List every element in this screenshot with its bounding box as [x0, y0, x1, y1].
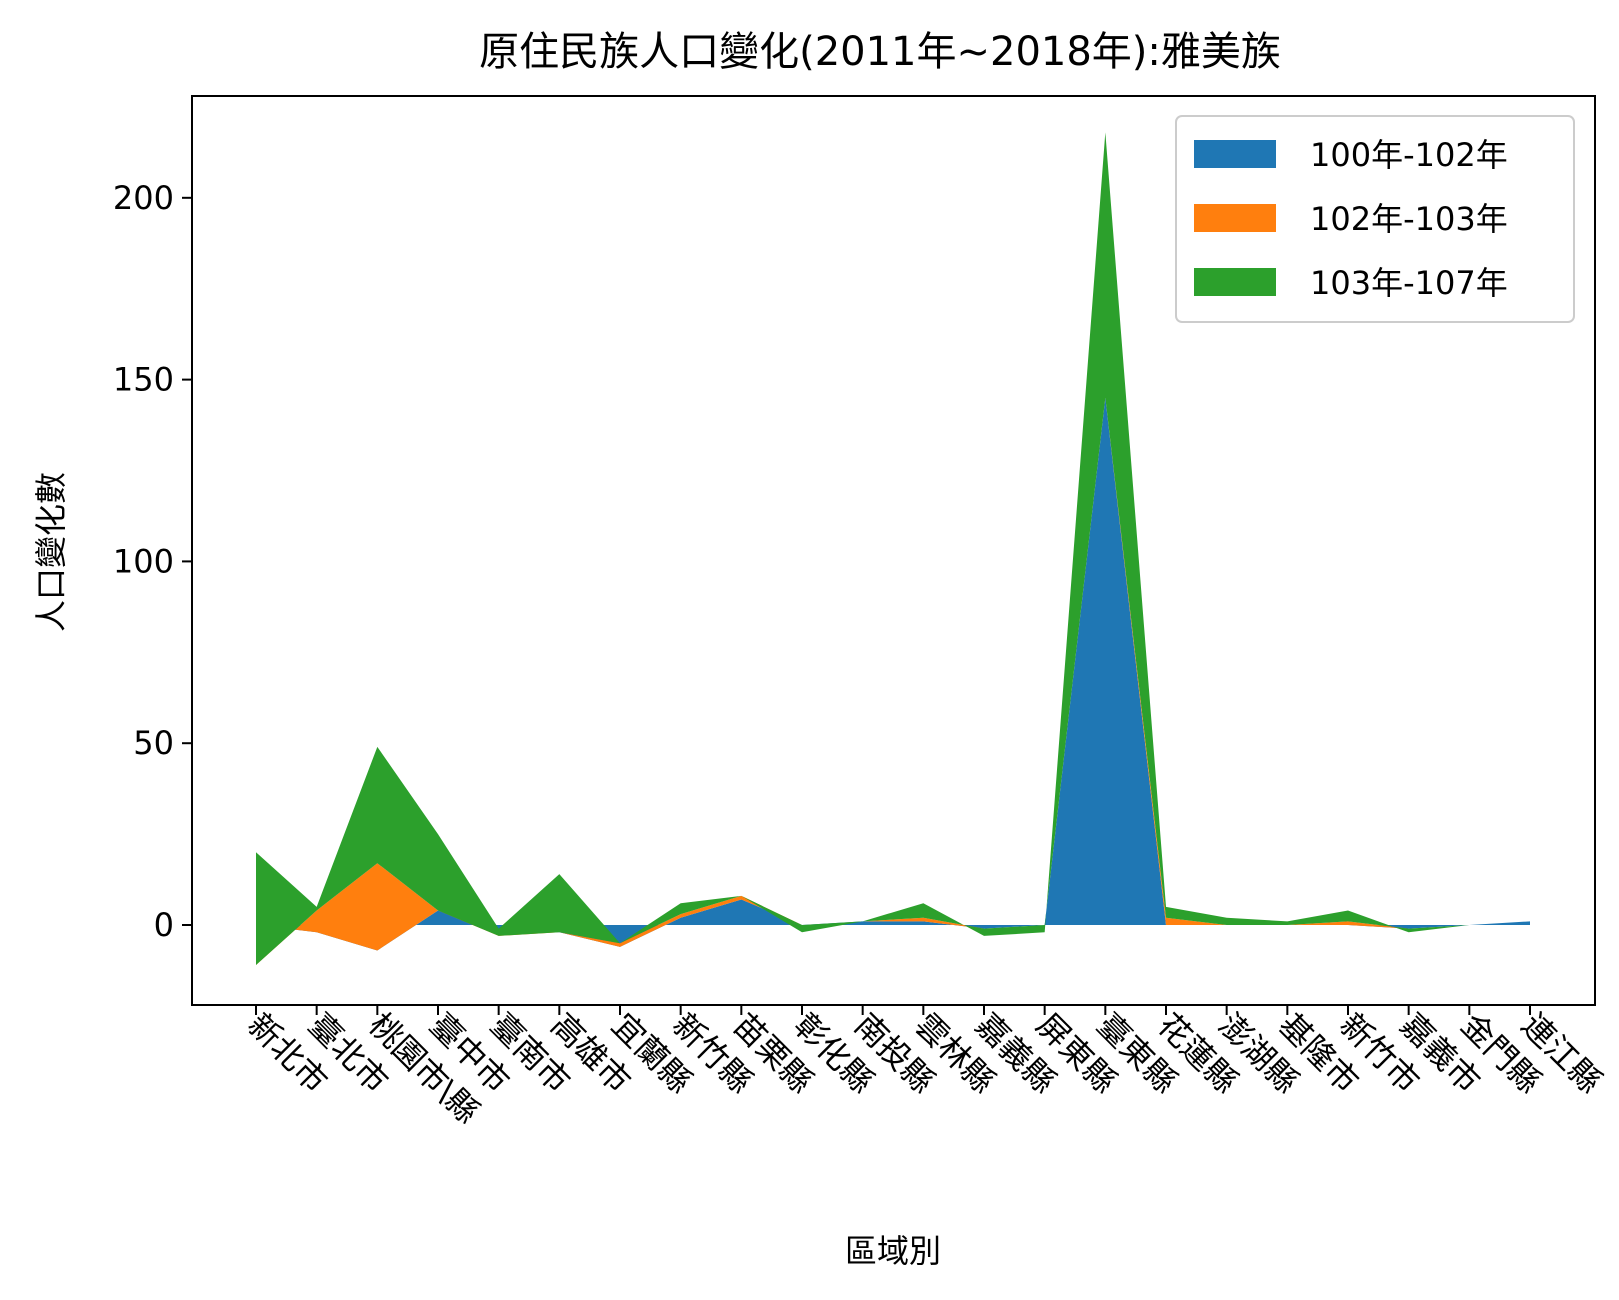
y-tick-label: 0: [154, 906, 174, 944]
legend-swatch-2: [1194, 204, 1276, 232]
legend: 100年-102年 102年-103年 103年-107年: [1176, 116, 1574, 322]
legend-swatch-3: [1194, 268, 1276, 296]
legend-label-3: 103年-107年: [1310, 264, 1508, 302]
y-tick-label: 200: [113, 179, 174, 217]
y-tick-label: 100: [113, 542, 174, 580]
chart-title: 原住民族人口變化(2011年~2018年):雅美族: [479, 29, 1281, 75]
y-tick-label: 150: [113, 361, 174, 399]
y-axis-label: 人口變化數: [32, 472, 70, 632]
legend-swatch-1: [1194, 140, 1276, 168]
x-axis-label: 區域別: [845, 1232, 941, 1270]
y-tick-label: 50: [133, 724, 174, 762]
legend-label-1: 100年-102年: [1310, 136, 1508, 174]
legend-label-2: 102年-103年: [1310, 200, 1508, 238]
